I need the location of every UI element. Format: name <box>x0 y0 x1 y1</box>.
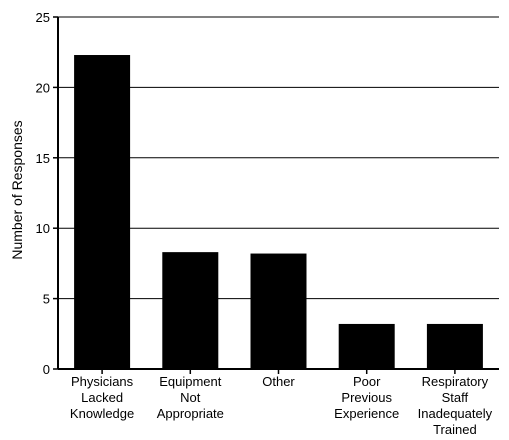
y-tick-label: 5 <box>43 292 50 307</box>
x-category-label: Not <box>180 390 201 405</box>
x-category-label: Trained <box>433 422 477 435</box>
y-tick-label: 10 <box>36 221 50 236</box>
bar <box>74 55 131 370</box>
x-category-label: Inadequately <box>418 406 493 421</box>
y-tick-label: 0 <box>43 362 50 377</box>
bar <box>162 252 219 369</box>
x-category-label: Physicians <box>71 374 134 389</box>
x-category-label: Equipment <box>159 374 222 389</box>
y-axis-title: Number of Responses <box>9 120 25 259</box>
x-category-label: Knowledge <box>70 406 134 421</box>
y-tick-label: 25 <box>36 10 50 25</box>
x-category-label: Lacked <box>81 390 123 405</box>
x-category-label: Appropriate <box>157 406 224 421</box>
axes <box>53 16 499 374</box>
bar <box>338 323 395 369</box>
x-category-label: Poor <box>353 374 381 389</box>
x-category-label: Staff <box>442 390 469 405</box>
bar <box>426 323 483 369</box>
y-tick-label: 20 <box>36 80 50 95</box>
y-tick-label: 15 <box>36 151 50 166</box>
x-category-label: Respiratory <box>422 374 489 389</box>
x-category-label: Other <box>262 374 295 389</box>
y-tick-labels: 0 5 10 15 20 25 <box>36 10 50 377</box>
bar <box>250 253 307 369</box>
gridlines <box>58 16 499 300</box>
x-category-label: Previous <box>341 390 392 405</box>
x-category-label: Experience <box>334 406 399 421</box>
bars <box>74 55 483 370</box>
